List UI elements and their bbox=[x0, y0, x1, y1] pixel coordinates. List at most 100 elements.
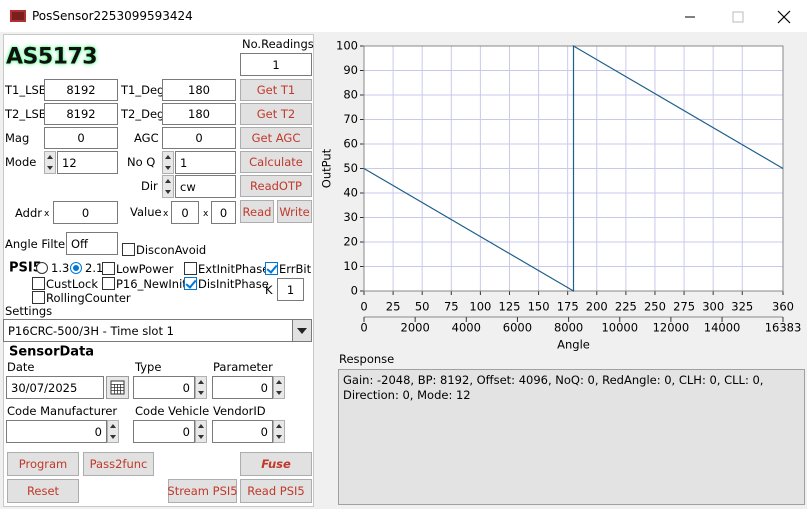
calendar-button[interactable] bbox=[106, 376, 129, 399]
x2-tick-label: 16383 bbox=[765, 321, 802, 335]
dropdown-button[interactable] bbox=[292, 319, 312, 342]
checkbox[interactable] bbox=[184, 262, 197, 275]
x-tick-label: 175 bbox=[557, 300, 579, 314]
checkbox[interactable] bbox=[32, 291, 45, 304]
button[interactable]: Fuse bbox=[240, 452, 312, 476]
input[interactable]: 180 bbox=[162, 103, 236, 125]
label: Angle Filter bbox=[5, 237, 70, 251]
x2-tick-label: 6000 bbox=[503, 321, 532, 335]
label: Date bbox=[7, 360, 35, 374]
button[interactable]: Get T1 bbox=[240, 79, 312, 101]
close[interactable] bbox=[777, 10, 791, 24]
spinner[interactable] bbox=[44, 151, 56, 174]
dropdown[interactable]: P16CRC-500/3H - Time slot 1 bbox=[3, 319, 293, 342]
y-tick-label: 90 bbox=[343, 63, 358, 77]
x2-tick-label: 4000 bbox=[452, 321, 481, 335]
y-tick-label: 60 bbox=[343, 137, 358, 151]
button[interactable]: Read PSI5 bbox=[240, 479, 312, 503]
prefix: x bbox=[163, 209, 169, 219]
input[interactable]: 0 bbox=[133, 376, 195, 399]
input[interactable]: 0 bbox=[44, 127, 118, 149]
input[interactable]: 1 bbox=[175, 151, 236, 174]
input[interactable]: Off bbox=[66, 232, 118, 255]
y-tick-label: 40 bbox=[343, 186, 358, 200]
x-tick-label: 125 bbox=[499, 300, 521, 314]
input[interactable]: 0 bbox=[211, 201, 236, 224]
x-tick-label: 0 bbox=[360, 300, 367, 314]
x-tick-label: 275 bbox=[673, 300, 695, 314]
label: No Q bbox=[127, 155, 156, 169]
input[interactable]: 0 bbox=[162, 127, 236, 149]
x2-tick-label: 2000 bbox=[401, 321, 430, 335]
x-axis-label: Angle bbox=[557, 338, 590, 352]
spinner[interactable] bbox=[195, 420, 207, 443]
input[interactable]: 8192 bbox=[44, 79, 118, 101]
y-tick-label: 50 bbox=[343, 161, 358, 175]
input[interactable]: 0 bbox=[6, 420, 107, 443]
label: P16_NewInit bbox=[116, 277, 187, 291]
checkbox[interactable] bbox=[184, 277, 197, 290]
spinner[interactable] bbox=[195, 376, 207, 399]
label: CustLock bbox=[46, 277, 99, 291]
y-tick-label: 100 bbox=[336, 39, 358, 53]
app-icon bbox=[10, 10, 26, 22]
checkbox[interactable] bbox=[122, 243, 135, 256]
checkbox[interactable] bbox=[32, 277, 45, 290]
input[interactable]: 0 bbox=[133, 420, 195, 443]
input[interactable]: 8192 bbox=[44, 103, 118, 125]
spinner[interactable] bbox=[162, 175, 174, 198]
button[interactable]: ReadOTP bbox=[240, 175, 312, 197]
spinner[interactable] bbox=[107, 420, 119, 443]
section-label: PSI5 bbox=[9, 260, 42, 276]
checkbox[interactable] bbox=[102, 277, 115, 290]
input[interactable]: 0 bbox=[53, 201, 118, 224]
checkbox[interactable] bbox=[102, 262, 115, 275]
input[interactable]: 180 bbox=[162, 79, 236, 101]
button[interactable]: Stream PSI5 bbox=[167, 479, 238, 503]
label: Mag bbox=[5, 131, 30, 145]
x-tick-label: 325 bbox=[731, 300, 753, 314]
date-input[interactable]: 30/07/2025 bbox=[6, 376, 104, 399]
radio[interactable] bbox=[70, 262, 82, 274]
button[interactable]: Get T2 bbox=[240, 103, 312, 125]
label: Dir bbox=[141, 179, 158, 193]
button[interactable]: Read bbox=[240, 200, 274, 223]
input[interactable]: 1 bbox=[277, 278, 304, 301]
label: No.Readings bbox=[242, 37, 314, 51]
spinner[interactable] bbox=[273, 376, 285, 399]
button[interactable]: Program bbox=[7, 452, 79, 476]
label: Code Vehicle bbox=[135, 404, 210, 418]
button[interactable]: Calculate bbox=[240, 151, 312, 173]
radio[interactable] bbox=[36, 262, 48, 274]
x-tick-label: 75 bbox=[444, 300, 459, 314]
button[interactable]: Reset bbox=[7, 479, 79, 503]
input[interactable]: 0 bbox=[171, 201, 199, 224]
maximize[interactable] bbox=[732, 11, 744, 23]
x2-tick-label: 12000 bbox=[653, 321, 690, 335]
label: 1.3 bbox=[51, 261, 70, 275]
label: ExtInitPhase bbox=[198, 262, 270, 276]
x2-tick-label: 8000 bbox=[554, 321, 583, 335]
button[interactable]: Get AGC bbox=[240, 127, 312, 149]
button[interactable]: Pass2func bbox=[83, 452, 154, 476]
x-tick-label: 150 bbox=[528, 300, 550, 314]
x-tick-label: 100 bbox=[469, 300, 491, 314]
checkbox[interactable] bbox=[265, 262, 278, 275]
label: DisInitPhase bbox=[198, 277, 269, 291]
label: Parameter bbox=[213, 360, 273, 374]
spinner[interactable] bbox=[162, 151, 174, 174]
x-tick-label: 50 bbox=[415, 300, 430, 314]
window-controls[interactable] bbox=[680, 6, 800, 28]
title-bar bbox=[0, 0, 807, 32]
label: 2.1 bbox=[85, 261, 104, 275]
data-line bbox=[363, 44, 784, 293]
input[interactable]: cw bbox=[175, 175, 236, 198]
button[interactable]: Write bbox=[277, 200, 312, 223]
input[interactable]: 0 bbox=[212, 376, 273, 399]
label: LowPower bbox=[116, 262, 174, 276]
input[interactable]: 0 bbox=[212, 420, 273, 443]
input[interactable]: 12 bbox=[57, 151, 118, 174]
spinner[interactable] bbox=[273, 420, 285, 443]
label: RollingCounter bbox=[46, 291, 131, 305]
readings-input[interactable]: 1 bbox=[240, 53, 312, 76]
